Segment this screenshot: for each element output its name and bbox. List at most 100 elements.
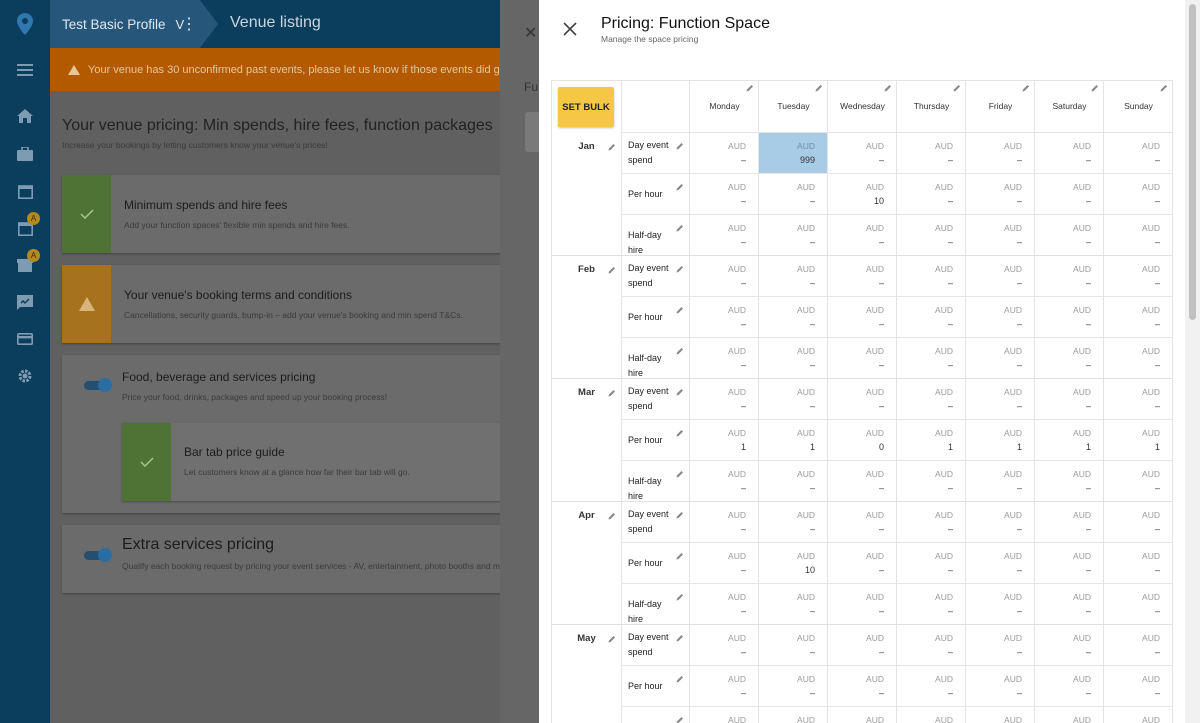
price-cell[interactable]: AUD– bbox=[966, 707, 1034, 723]
price-cell[interactable]: AUD 1 bbox=[1104, 420, 1172, 460]
pencil-icon[interactable] bbox=[1091, 84, 1099, 92]
price-cell[interactable]: AUD– bbox=[1035, 338, 1103, 378]
price-cell[interactable]: AUD– bbox=[828, 133, 896, 173]
pencil-icon[interactable] bbox=[676, 383, 684, 396]
price-cell[interactable]: AUD– bbox=[897, 338, 965, 378]
alert-banner[interactable]: Your venue has 30 unconfirmed past event… bbox=[50, 48, 500, 91]
price-cell[interactable]: AUD– bbox=[1104, 174, 1172, 214]
feedback-icon[interactable] bbox=[15, 292, 35, 312]
pencil-icon[interactable] bbox=[676, 342, 684, 355]
min-spend-card[interactable]: Minimum spends and hire fees Add your fu… bbox=[62, 175, 500, 253]
price-cell[interactable]: AUD– bbox=[897, 584, 965, 624]
pencil-icon[interactable] bbox=[746, 84, 754, 92]
pencil-icon[interactable] bbox=[676, 588, 684, 601]
credit-card-icon[interactable] bbox=[15, 329, 35, 349]
price-cell[interactable]: AUD– bbox=[966, 215, 1034, 255]
price-cell[interactable]: AUD– bbox=[897, 215, 965, 255]
price-cell[interactable]: AUD– bbox=[1104, 625, 1172, 665]
price-cell[interactable]: AUD– bbox=[690, 297, 758, 337]
price-cell[interactable]: AUD 1 bbox=[759, 420, 827, 460]
scrollbar-thumb[interactable] bbox=[1189, 4, 1196, 320]
price-cell[interactable]: AUD– bbox=[690, 707, 758, 723]
price-cell[interactable]: AUD– bbox=[690, 502, 758, 542]
pencil-icon[interactable] bbox=[676, 547, 684, 560]
price-cell[interactable]: AUD– bbox=[759, 707, 827, 723]
pencil-icon[interactable] bbox=[608, 384, 616, 397]
price-cell[interactable]: AUD– bbox=[759, 461, 827, 501]
pencil-icon[interactable] bbox=[608, 138, 616, 151]
calendar-icon[interactable] bbox=[15, 181, 35, 201]
price-cell[interactable]: AUD– bbox=[828, 379, 896, 419]
price-cell[interactable]: AUD 999 bbox=[759, 133, 827, 173]
price-cell[interactable]: AUD– bbox=[966, 584, 1034, 624]
extra-services-toggle[interactable] bbox=[84, 548, 112, 562]
price-cell[interactable]: AUD 10 bbox=[828, 174, 896, 214]
price-cell[interactable]: AUD– bbox=[897, 625, 965, 665]
gear-icon[interactable] bbox=[15, 366, 35, 386]
price-cell[interactable]: AUD– bbox=[1104, 707, 1172, 723]
pencil-icon[interactable] bbox=[608, 630, 616, 643]
price-cell[interactable]: AUD 1 bbox=[690, 420, 758, 460]
price-cell[interactable]: AUD– bbox=[759, 666, 827, 706]
price-cell[interactable]: AUD– bbox=[1104, 297, 1172, 337]
price-cell[interactable]: AUD– bbox=[897, 256, 965, 296]
price-cell[interactable]: AUD– bbox=[897, 297, 965, 337]
pencil-icon[interactable] bbox=[1160, 84, 1168, 92]
close-icon[interactable] bbox=[560, 19, 580, 39]
price-cell[interactable]: AUD– bbox=[828, 543, 896, 583]
price-cell[interactable]: AUD– bbox=[1035, 256, 1103, 296]
price-cell[interactable]: AUD– bbox=[966, 256, 1034, 296]
price-cell[interactable]: AUD– bbox=[1104, 584, 1172, 624]
price-cell[interactable]: AUD 0 bbox=[828, 420, 896, 460]
price-cell[interactable]: AUD– bbox=[759, 338, 827, 378]
pencil-icon[interactable] bbox=[676, 219, 684, 232]
price-cell[interactable]: AUD– bbox=[966, 625, 1034, 665]
pencil-icon[interactable] bbox=[953, 84, 961, 92]
price-cell[interactable]: AUD– bbox=[828, 584, 896, 624]
more-vert-icon[interactable]: ⋮ bbox=[181, 16, 197, 33]
price-cell[interactable]: AUD– bbox=[1035, 461, 1103, 501]
price-cell[interactable]: AUD– bbox=[897, 502, 965, 542]
price-cell[interactable]: AUD– bbox=[966, 502, 1034, 542]
price-cell[interactable]: AUD– bbox=[759, 174, 827, 214]
price-cell[interactable]: AUD– bbox=[828, 625, 896, 665]
price-cell[interactable]: AUD– bbox=[1035, 174, 1103, 214]
price-cell[interactable]: AUD– bbox=[690, 543, 758, 583]
price-cell[interactable]: AUD– bbox=[690, 461, 758, 501]
price-cell[interactable]: AUD– bbox=[828, 256, 896, 296]
pencil-icon[interactable] bbox=[676, 424, 684, 437]
briefcase-icon[interactable] bbox=[15, 144, 35, 164]
price-cell[interactable]: AUD 1 bbox=[1035, 420, 1103, 460]
pencil-icon[interactable] bbox=[1022, 84, 1030, 92]
price-cell[interactable]: AUD– bbox=[1035, 215, 1103, 255]
price-cell[interactable]: AUD– bbox=[1035, 707, 1103, 723]
menu-icon[interactable] bbox=[15, 60, 35, 80]
price-cell[interactable]: AUD– bbox=[1104, 133, 1172, 173]
price-cell[interactable]: AUD– bbox=[1035, 625, 1103, 665]
price-cell[interactable]: AUD– bbox=[966, 461, 1034, 501]
price-cell[interactable]: AUD– bbox=[828, 666, 896, 706]
price-cell[interactable]: AUD– bbox=[759, 215, 827, 255]
price-cell[interactable]: AUD– bbox=[759, 584, 827, 624]
price-cell[interactable]: AUD– bbox=[966, 174, 1034, 214]
price-cell[interactable]: AUD– bbox=[690, 256, 758, 296]
price-cell[interactable]: AUD– bbox=[759, 297, 827, 337]
pencil-icon[interactable] bbox=[608, 507, 616, 520]
price-cell[interactable]: AUD– bbox=[1035, 379, 1103, 419]
price-cell[interactable]: AUD– bbox=[828, 461, 896, 501]
price-cell[interactable]: AUD– bbox=[828, 297, 896, 337]
price-cell[interactable]: AUD– bbox=[828, 215, 896, 255]
pencil-icon[interactable] bbox=[676, 465, 684, 478]
price-cell[interactable]: AUD– bbox=[1035, 297, 1103, 337]
price-cell[interactable]: AUD– bbox=[1035, 666, 1103, 706]
pencil-icon[interactable] bbox=[676, 711, 684, 723]
price-cell[interactable]: AUD– bbox=[690, 666, 758, 706]
price-cell[interactable]: AUD– bbox=[966, 338, 1034, 378]
price-cell[interactable]: AUD– bbox=[1035, 584, 1103, 624]
scrollbar[interactable] bbox=[1185, 0, 1200, 723]
price-cell[interactable]: AUD– bbox=[897, 133, 965, 173]
price-cell[interactable]: AUD– bbox=[966, 666, 1034, 706]
profile-selector[interactable]: Test Basic Profile V ⋮ bbox=[50, 0, 218, 48]
bar-tab-card[interactable]: Bar tab price guide Let customers know a… bbox=[122, 423, 500, 501]
pencil-icon[interactable] bbox=[676, 178, 684, 191]
